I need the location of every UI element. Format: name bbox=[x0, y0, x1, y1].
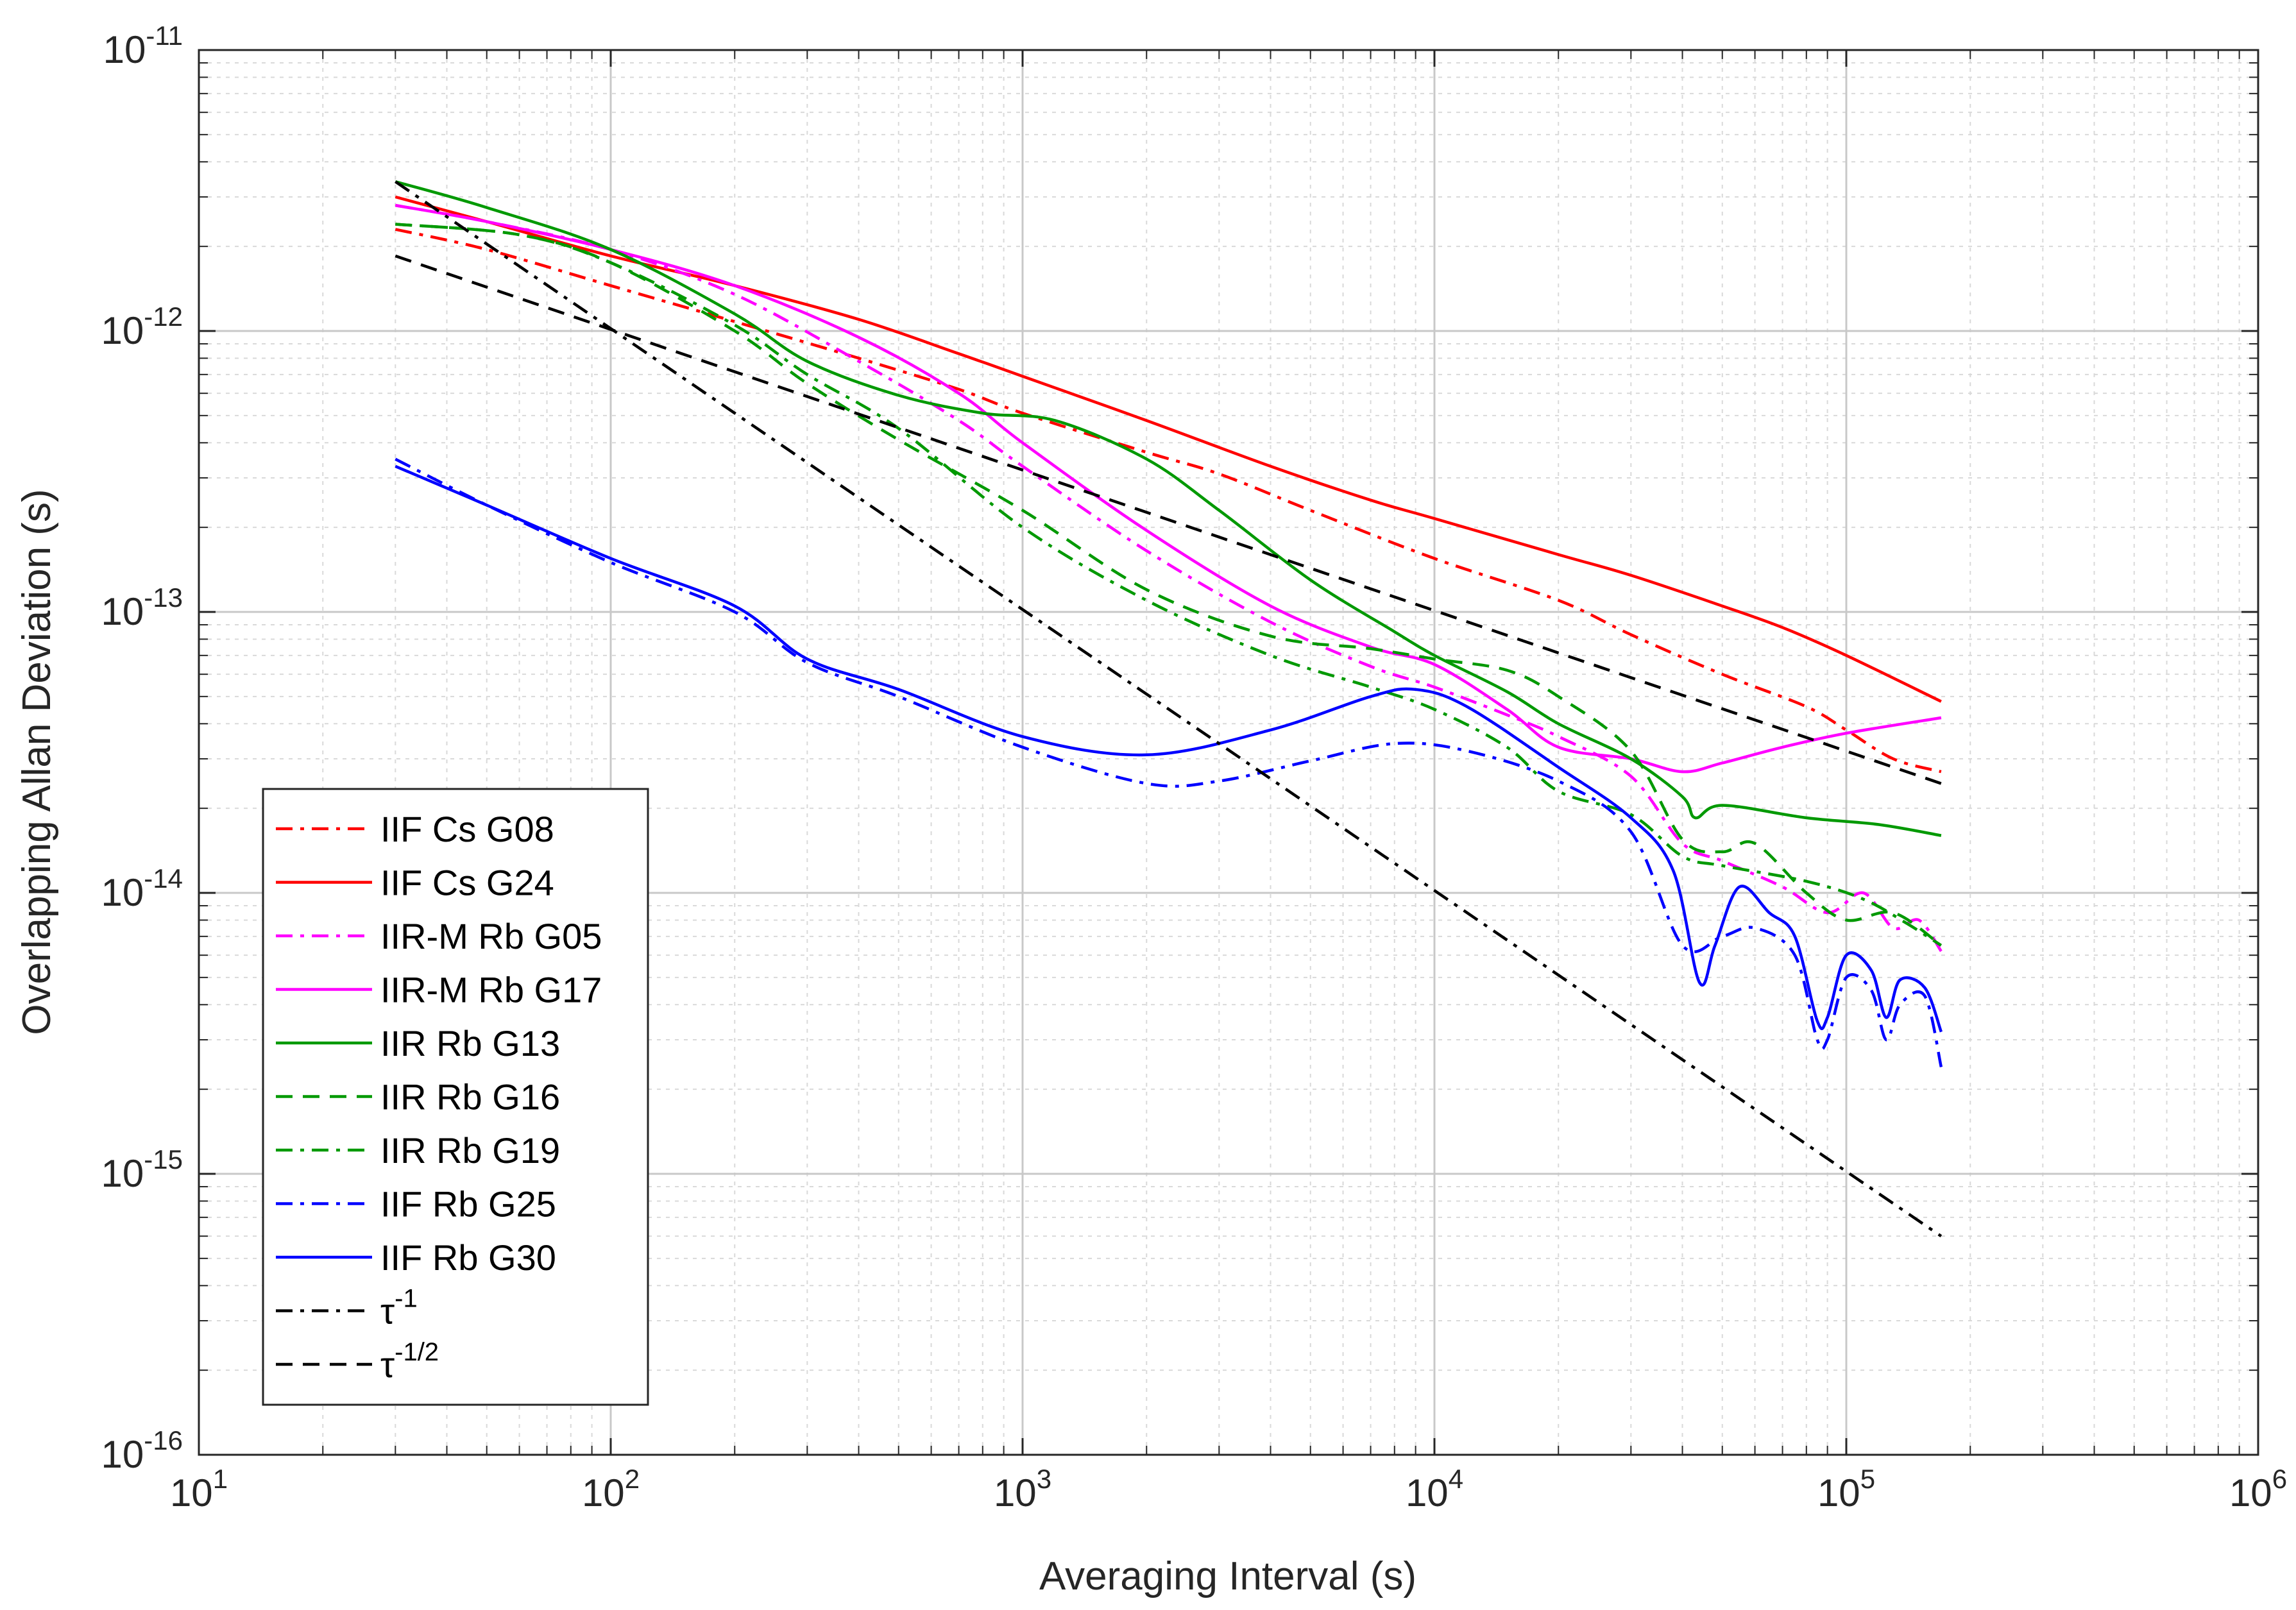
legend: IIF Cs G08 IIF Cs G24 IIR-M Rb G05 IIR-M Rb… bbox=[262, 788, 649, 1406]
y-tick-base: 10 bbox=[101, 1433, 144, 1476]
legend-label-exponent: -1/2 bbox=[395, 1338, 439, 1366]
legend-label-text: IIR Rb G16 bbox=[380, 1077, 560, 1117]
y-tick-exponent: -14 bbox=[144, 863, 183, 894]
legend-label-text: IIR-M Rb G05 bbox=[380, 916, 602, 956]
series-layer bbox=[395, 180, 1943, 1238]
legend-label: IIR-M Rb G05 bbox=[380, 916, 602, 956]
series-1-2 bbox=[395, 254, 1942, 785]
x-tick-base: 10 bbox=[170, 1471, 213, 1514]
series-iif-rb-g30 bbox=[395, 464, 1943, 1033]
x-tick-label: 101 bbox=[170, 1464, 228, 1514]
x-tick-label: 105 bbox=[1817, 1464, 1875, 1514]
x-tick-exponent: 6 bbox=[2272, 1464, 2287, 1494]
x-tick-label: 102 bbox=[582, 1464, 640, 1514]
x-tick-exponent: 5 bbox=[1860, 1464, 1875, 1494]
x-tick-exponent: 3 bbox=[1037, 1464, 1051, 1494]
x-tick-base: 10 bbox=[1406, 1471, 1449, 1514]
series-iir-m-rb-g05 bbox=[395, 203, 1943, 953]
legend-label-text: IIR Rb G19 bbox=[380, 1130, 560, 1171]
y-tick-base: 10 bbox=[101, 309, 144, 352]
legend-label: IIR Rb G16 bbox=[380, 1077, 560, 1117]
y-tick-base: 10 bbox=[103, 28, 146, 71]
series-iif-cs-g24 bbox=[395, 195, 1942, 703]
y-tick-label: 10-15 bbox=[101, 1144, 183, 1195]
legend-label-text: IIF Cs G08 bbox=[380, 809, 554, 849]
series-1 bbox=[395, 180, 1943, 1238]
y-tick-base: 10 bbox=[101, 590, 144, 633]
plot-area-frame bbox=[198, 49, 2259, 1456]
legend-label-text: IIF Cs G24 bbox=[380, 863, 554, 903]
y-tick-label: 10-11 bbox=[103, 21, 183, 71]
series-iir-m-rb-g17 bbox=[395, 203, 1942, 774]
legend-label-text: IIR-M Rb G17 bbox=[380, 970, 602, 1010]
y-axis-label: Overlapping Allan Deviation (s) bbox=[15, 489, 59, 1035]
series-iif-rb-g25 bbox=[395, 457, 1943, 1067]
legend-label-exponent: -1 bbox=[395, 1285, 418, 1313]
legend-label: IIF Rb G25 bbox=[380, 1184, 556, 1224]
legend-label: IIR-M Rb G17 bbox=[380, 970, 602, 1010]
x-tick-exponent: 2 bbox=[625, 1464, 640, 1494]
y-tick-exponent: -15 bbox=[144, 1144, 183, 1174]
legend-label: IIF Rb G30 bbox=[380, 1237, 556, 1278]
y-tick-label: 10-13 bbox=[101, 582, 183, 633]
y-tick-exponent: -16 bbox=[144, 1425, 183, 1455]
x-tick-labels: 101 102 103 104 105 106 bbox=[170, 1464, 2287, 1514]
legend-label: IIF Cs G24 bbox=[380, 863, 554, 903]
series-iir-rb-g13 bbox=[395, 180, 1942, 837]
legend-box bbox=[262, 788, 649, 1406]
series-iif-cs-g08 bbox=[395, 228, 1942, 774]
x-tick-label: 103 bbox=[994, 1464, 1051, 1514]
x-tick-exponent: 1 bbox=[213, 1464, 228, 1494]
legend-label-text: τ bbox=[380, 1291, 395, 1332]
y-tick-exponent: -11 bbox=[146, 21, 183, 51]
legend-label: IIR Rb G19 bbox=[380, 1130, 560, 1171]
x-tick-label: 106 bbox=[2229, 1464, 2287, 1514]
legend-label: IIR Rb G13 bbox=[380, 1023, 560, 1063]
x-tick-exponent: 4 bbox=[1449, 1464, 1463, 1494]
legend-label: τ-1 bbox=[380, 1285, 418, 1332]
y-tick-exponent: -13 bbox=[144, 582, 183, 613]
y-tick-exponent: -12 bbox=[144, 301, 183, 332]
legend-label: τ-1/2 bbox=[380, 1338, 439, 1385]
legend-label-text: τ bbox=[380, 1344, 395, 1385]
y-tick-label: 10-12 bbox=[101, 301, 183, 352]
series-iir-rb-g16 bbox=[395, 223, 1943, 947]
series-iir-rb-g19 bbox=[395, 223, 1943, 947]
x-tick-base: 10 bbox=[994, 1471, 1037, 1514]
y-tick-base: 10 bbox=[101, 871, 144, 914]
x-tick-base: 10 bbox=[1817, 1471, 1860, 1514]
y-tick-base: 10 bbox=[101, 1152, 144, 1195]
x-tick-base: 10 bbox=[582, 1471, 625, 1514]
legend-label-text: IIR Rb G13 bbox=[380, 1023, 560, 1063]
y-tick-label: 10-16 bbox=[101, 1425, 183, 1476]
y-tick-label: 10-14 bbox=[101, 863, 183, 914]
tick-marks bbox=[198, 49, 2259, 1456]
x-tick-label: 104 bbox=[1406, 1464, 1463, 1514]
legend-label-text: IIF Rb G30 bbox=[380, 1237, 556, 1278]
x-axis-label: Averaging Interval (s) bbox=[1039, 1554, 1416, 1598]
x-tick-base: 10 bbox=[2229, 1471, 2272, 1514]
legend-label-text: IIF Rb G25 bbox=[380, 1184, 556, 1224]
legend-label: IIF Cs G08 bbox=[380, 809, 554, 849]
